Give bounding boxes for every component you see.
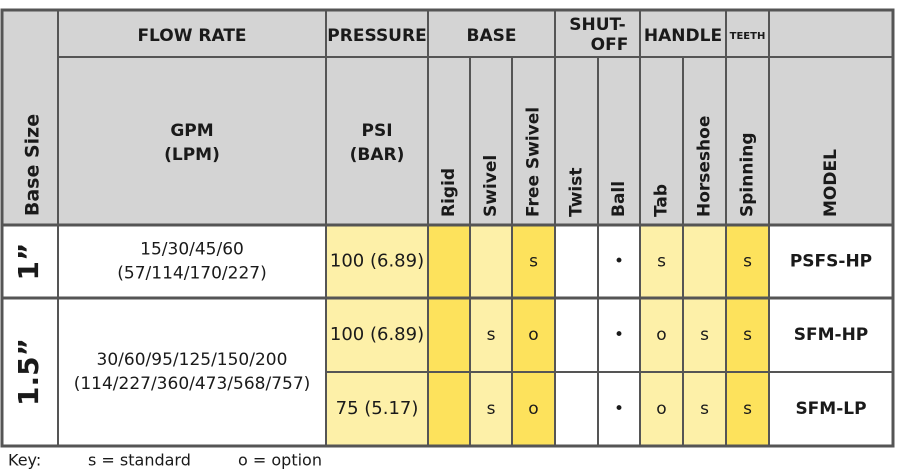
ball: • xyxy=(614,399,624,419)
cell-bg xyxy=(428,298,470,372)
tab: s xyxy=(657,252,666,272)
tab: o xyxy=(656,399,666,419)
cell-bg xyxy=(683,372,726,446)
key-item: o = option xyxy=(238,451,322,470)
group-header: FLOW RATE xyxy=(137,26,246,46)
cell-bg xyxy=(769,225,893,298)
cell-bg xyxy=(512,372,555,446)
cell-bg xyxy=(640,225,683,298)
column-header: Spinning xyxy=(738,132,758,217)
column-header: (BAR) xyxy=(350,145,405,165)
base-size-header: Base Size xyxy=(22,114,44,216)
cell-bg xyxy=(470,372,512,446)
swivel: s xyxy=(487,399,496,419)
cell-bg xyxy=(555,372,598,446)
table-border xyxy=(0,8,895,448)
cell-bg xyxy=(512,225,555,298)
column-header: Horseshoe xyxy=(695,116,715,217)
cell-bg xyxy=(428,372,470,446)
horseshoe: s xyxy=(700,399,709,419)
cell-bg xyxy=(555,225,598,298)
base-size: 1” xyxy=(12,243,45,281)
column-header: (LPM) xyxy=(164,145,220,165)
cell-bg xyxy=(726,298,769,372)
column-header: Ball xyxy=(609,181,629,217)
key-label: Key: xyxy=(8,451,41,470)
column-header: Free Swivel xyxy=(524,107,544,217)
cell-bg xyxy=(58,298,326,446)
group-header: TEETH xyxy=(730,31,766,42)
cell-bg xyxy=(683,225,726,298)
cell-bg xyxy=(769,298,893,372)
flow-rate: (57/114/170/227) xyxy=(117,264,266,284)
cell-bg xyxy=(58,225,326,298)
group-header: OFF xyxy=(591,35,629,55)
ball: • xyxy=(614,252,624,272)
base-size: 1.5” xyxy=(12,338,45,406)
column-header: Rigid xyxy=(439,168,459,217)
cell-bg xyxy=(598,372,640,446)
cell-bg xyxy=(640,372,683,446)
cell-bg xyxy=(326,225,428,298)
cell-bg xyxy=(470,298,512,372)
spinning: s xyxy=(743,399,752,419)
key-item: s = standard xyxy=(88,451,191,470)
column-header: Twist xyxy=(567,167,587,217)
ball: • xyxy=(614,325,624,345)
cell-bg xyxy=(512,298,555,372)
column-header: MODEL xyxy=(821,149,841,217)
flow-rate: 30/60/95/125/150/200 xyxy=(97,350,288,370)
horseshoe: s xyxy=(700,325,709,345)
cell-bg xyxy=(2,225,58,298)
group-header: PRESSURE xyxy=(327,26,426,46)
cell-bg xyxy=(598,298,640,372)
model: SFM-HP xyxy=(794,325,869,345)
flow-rate: 15/30/45/60 xyxy=(140,240,244,260)
pressure: 75 (5.17) xyxy=(336,398,419,419)
cell-bg xyxy=(769,372,893,446)
column-header: Swivel xyxy=(481,155,501,217)
group-header: HANDLE xyxy=(644,26,722,46)
pressure: 100 (6.89) xyxy=(330,324,424,345)
pressure: 100 (6.89) xyxy=(330,251,424,272)
cell-bg xyxy=(326,298,428,372)
free-swivel: o xyxy=(528,325,538,345)
column-header: GPM xyxy=(170,121,213,141)
cell-bg xyxy=(683,298,726,372)
column-header: PSI xyxy=(361,121,392,141)
cell-bg xyxy=(726,372,769,446)
cell-bg xyxy=(640,298,683,372)
spinning: s xyxy=(743,252,752,272)
free-swivel: o xyxy=(528,399,538,419)
column-header: Tab xyxy=(652,184,672,217)
spinning: s xyxy=(743,325,752,345)
cell-bg xyxy=(326,372,428,446)
tab: o xyxy=(656,325,666,345)
model: SFM-LP xyxy=(795,399,866,419)
group-header: BASE xyxy=(467,26,517,46)
flow-rate: (114/227/360/473/568/757) xyxy=(74,374,311,394)
cell-bg xyxy=(428,225,470,298)
cell-bg xyxy=(598,225,640,298)
header-bg xyxy=(2,10,893,225)
cell-bg xyxy=(470,225,512,298)
cell-bg xyxy=(2,298,58,446)
group-header: SHUT- xyxy=(569,15,625,35)
swivel: s xyxy=(487,325,496,345)
free-swivel: s xyxy=(529,252,538,272)
cell-bg xyxy=(555,298,598,372)
model: PSFS-HP xyxy=(790,252,872,272)
cell-bg xyxy=(726,225,769,298)
